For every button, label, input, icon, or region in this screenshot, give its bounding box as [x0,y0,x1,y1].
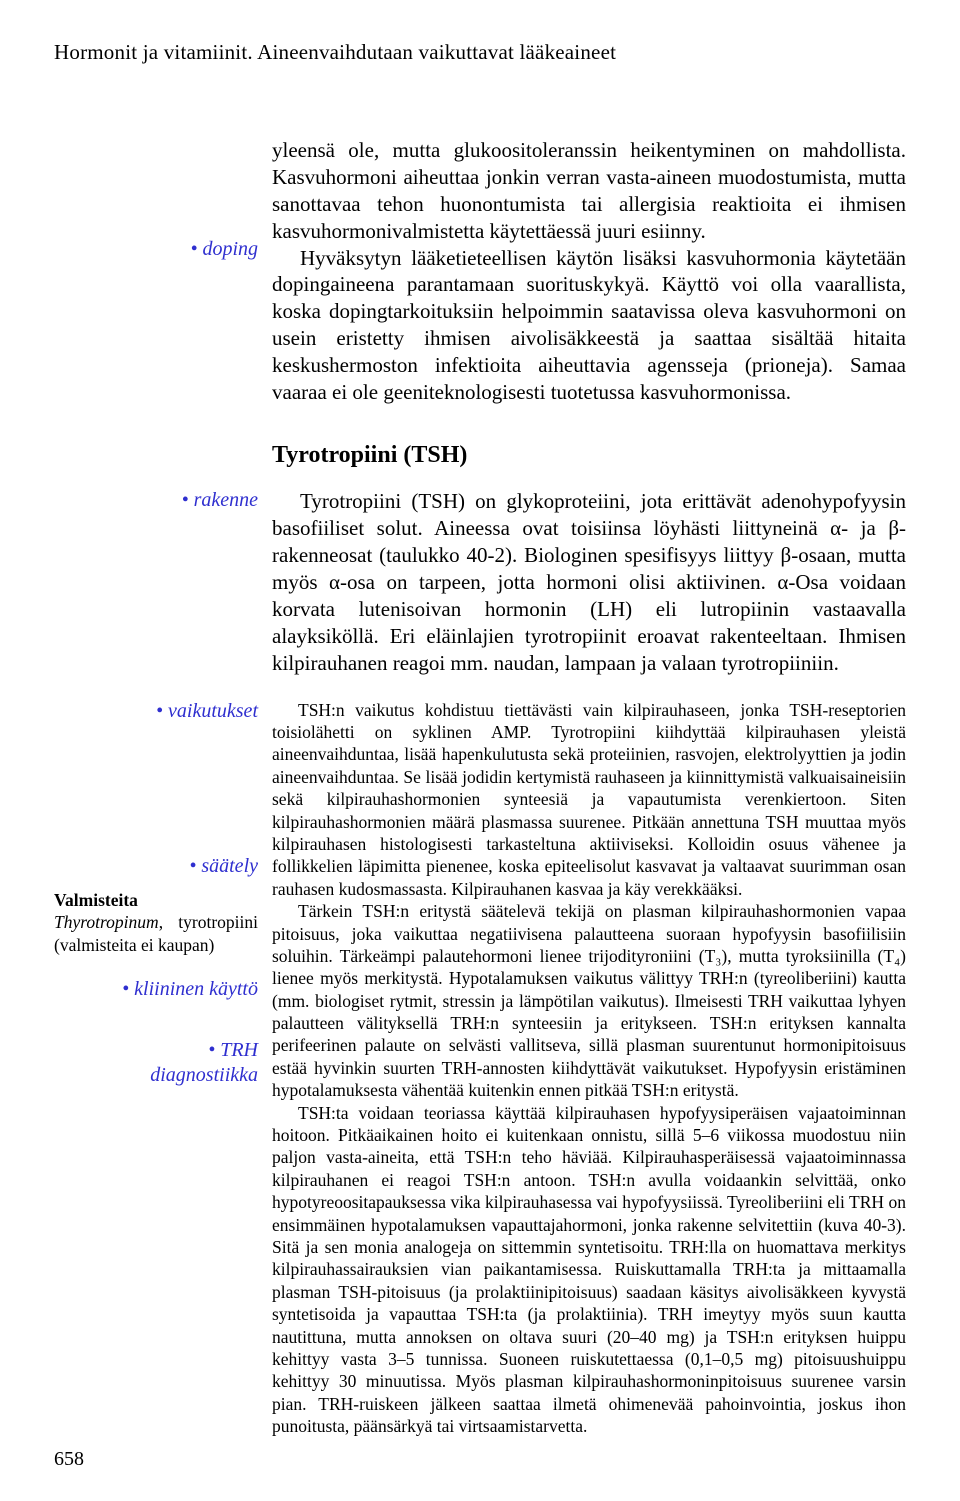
margin-note-kliininen: • kliininen käyttö [54,977,258,1002]
valmisteita-italic: Thyrotropinum [54,912,159,932]
valmisteita-heading: Valmisteita [54,889,258,912]
block-doping: • doping yleensä ole, mutta glukoositole… [54,137,906,406]
margin-note-vaikutukset: • vaikutukset [54,699,258,724]
margin-note-doping: • doping [54,237,258,262]
margin-note-rakenne: • rakenne [54,488,258,513]
body-para-kliininen: TSH:ta voidaan teoriassa käyttää kilpira… [272,1102,906,1438]
body-para-saately: Tärkein TSH:n eritystä säätelevä tekijä … [272,900,906,1102]
margin-note-saately: • säätely [54,854,258,879]
body-para-1b: Hyväksytyn lääketieteellisen käytön lisä… [272,245,906,406]
block-heading: Tyrotropiini (TSH) [54,406,906,489]
body-para-1: yleensä ole, mutta glukoositoleranssin h… [272,137,906,245]
running-head: Hormonit ja vitamiinit. Aineenvaihdutaan… [54,40,906,65]
valmisteita-box: Valmisteita Thyrotropinum, tyrotropiini … [54,889,258,957]
page: Hormonit ja vitamiinit. Aineenvaihdutaan… [0,0,960,1501]
heading-tsh: Tyrotropiini (TSH) [272,440,906,471]
page-number: 658 [54,1448,84,1471]
body-para-rakenne: Tyrotropiini (TSH) on glykoproteiini, jo… [272,488,906,676]
body-para-vaikutukset: TSH:n vaikutus kohdistuu tiettävästi vai… [272,699,906,901]
block-small: • vaikutukset • säätely Valmisteita Thyr… [54,699,906,1438]
margin-note-trh: • TRH diagnostiikka [54,1038,258,1088]
block-rakenne: • rakenne Tyrotropiini (TSH) on glykopro… [54,488,906,676]
